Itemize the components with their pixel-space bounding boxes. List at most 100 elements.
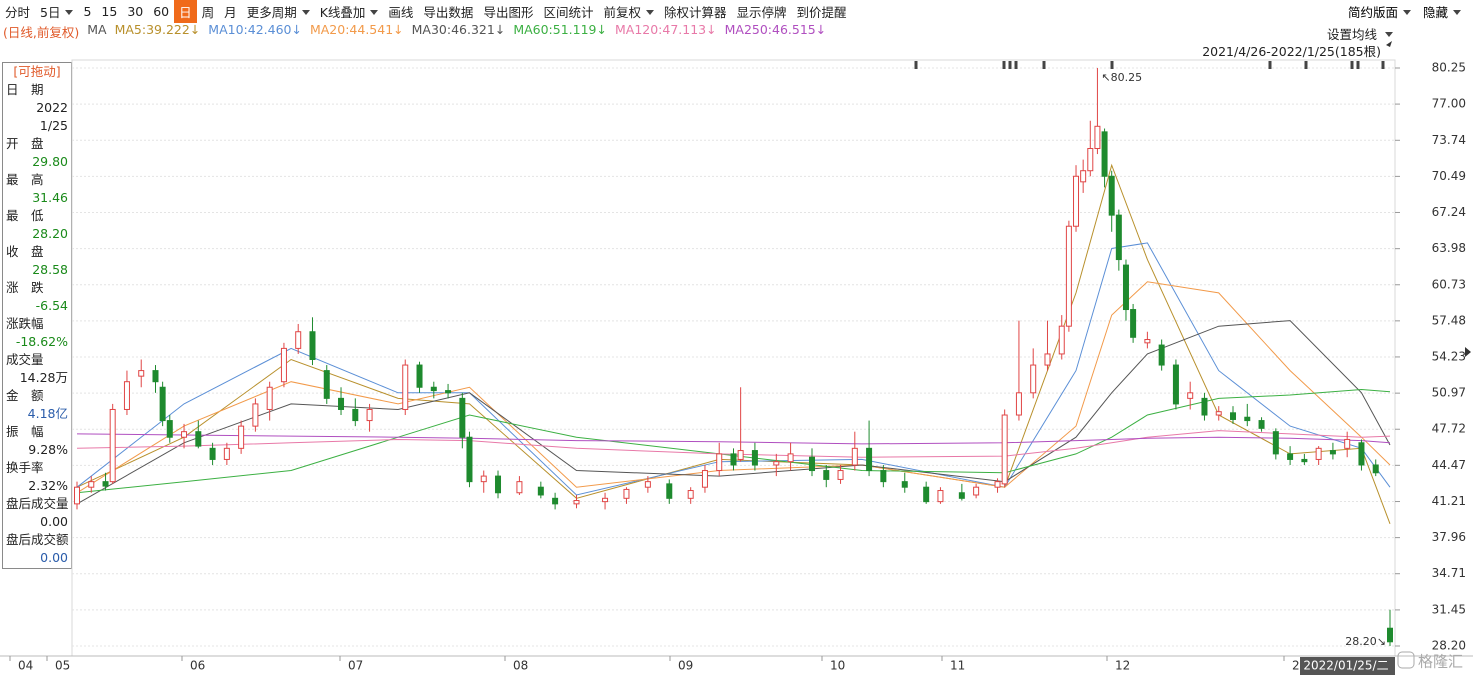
candle-body bbox=[573, 500, 580, 505]
candle-body bbox=[109, 408, 116, 483]
candle-body bbox=[159, 386, 166, 422]
x-tick-label: 05 bbox=[55, 659, 70, 673]
candle-body bbox=[1230, 412, 1237, 420]
panel-value: 14.28万 bbox=[19, 370, 68, 385]
pin-icon[interactable] bbox=[1386, 41, 1392, 47]
candle-body bbox=[295, 331, 302, 349]
toolbar-item[interactable]: 到价提醒 bbox=[796, 4, 847, 20]
y-tick-label: 44.47 bbox=[1432, 458, 1466, 472]
event-marker bbox=[1110, 61, 1114, 69]
candle-body bbox=[901, 481, 908, 488]
candle-body bbox=[1101, 131, 1108, 177]
candle-body bbox=[687, 490, 694, 499]
y-tick-label: 77.00 bbox=[1432, 97, 1466, 111]
candle-body bbox=[923, 486, 930, 503]
event-marker bbox=[1381, 61, 1385, 69]
toolbar-item[interactable]: 除权计算器 bbox=[663, 4, 727, 20]
candle-body bbox=[1344, 438, 1351, 449]
toolbar-item[interactable]: 显示停牌 bbox=[736, 4, 787, 20]
candle-body bbox=[252, 403, 259, 427]
candle-body bbox=[1087, 148, 1094, 172]
panel-label: 最 低 bbox=[6, 208, 44, 223]
candle-body bbox=[1058, 325, 1065, 355]
toolbar-item[interactable]: 导出数据 bbox=[423, 4, 474, 20]
candle-body bbox=[1122, 264, 1129, 311]
candle-body bbox=[352, 408, 359, 422]
toolbar-item[interactable]: 简约版面 bbox=[1342, 0, 1417, 23]
toolbar-item[interactable]: K线叠加 bbox=[315, 0, 384, 23]
toolbar-item[interactable]: 60 bbox=[153, 3, 170, 19]
expand-arrow[interactable] bbox=[1465, 347, 1471, 357]
panel-value: 0.00 bbox=[40, 550, 68, 565]
event-marker bbox=[1350, 61, 1354, 69]
candle-body bbox=[195, 431, 202, 447]
candle-body bbox=[74, 486, 80, 505]
candle-body bbox=[495, 475, 502, 494]
candle-body bbox=[958, 492, 965, 499]
candle-body bbox=[1187, 392, 1194, 399]
candle-body bbox=[1030, 364, 1037, 394]
toolbar-item[interactable]: 更多周期 bbox=[242, 0, 315, 23]
annotation: ↖80.25 bbox=[1101, 71, 1142, 84]
candle-body bbox=[88, 481, 95, 488]
candle-body bbox=[480, 475, 487, 483]
toolbar-item[interactable]: 月 bbox=[224, 4, 237, 20]
toolbar-item[interactable]: 前复权 bbox=[598, 0, 659, 23]
candle-body bbox=[701, 470, 708, 488]
y-tick-label: 31.45 bbox=[1432, 602, 1466, 616]
candle-body bbox=[937, 490, 944, 503]
toolbar-item[interactable]: 隐藏 bbox=[1417, 0, 1467, 23]
candle-body bbox=[516, 481, 523, 494]
candle-body bbox=[459, 397, 466, 438]
candle-body bbox=[1144, 339, 1151, 344]
toolbar-item[interactable]: 15 bbox=[101, 3, 118, 19]
candle-body bbox=[1172, 364, 1179, 405]
panel-label: 最 高 bbox=[6, 172, 44, 187]
settings-button[interactable]: 设置均线 bbox=[1327, 24, 1393, 43]
candle-body bbox=[1272, 431, 1279, 455]
date-badge bbox=[1300, 657, 1395, 675]
candle-body bbox=[1215, 411, 1222, 416]
legend-entry: MA5:39.222↓ bbox=[114, 22, 201, 37]
event-marker bbox=[1042, 61, 1046, 69]
toolbar-item[interactable]: 5日 bbox=[35, 0, 78, 23]
candle-body bbox=[851, 447, 858, 466]
toolbar-item[interactable]: 日 bbox=[174, 0, 197, 23]
candle-body bbox=[266, 386, 273, 410]
toolbar-item[interactable]: 30 bbox=[127, 3, 144, 19]
toolbar-item[interactable]: 5 bbox=[83, 3, 92, 19]
toolbar-item[interactable]: 导出图形 bbox=[483, 4, 534, 20]
legend-entry: MA250:46.515↓ bbox=[724, 22, 827, 37]
annotation: 28.20↘ bbox=[1345, 635, 1386, 648]
x-tick-label: 12 bbox=[1115, 659, 1130, 673]
panel-title: [可拖动] bbox=[13, 64, 61, 79]
toolbar-item[interactable]: 周 bbox=[201, 4, 215, 20]
candle-body bbox=[102, 481, 109, 487]
candle-body bbox=[1301, 458, 1308, 463]
panel-value: 9.28% bbox=[28, 442, 68, 457]
candle-body bbox=[552, 497, 559, 505]
candle-body bbox=[430, 386, 437, 392]
y-tick-label: 41.21 bbox=[1432, 494, 1466, 508]
panel-value: -6.54 bbox=[35, 298, 68, 313]
event-marker bbox=[914, 61, 918, 69]
candle-body bbox=[773, 461, 780, 466]
panel-label: 盘后成交额 bbox=[6, 532, 69, 547]
ma-line bbox=[76, 388, 1391, 494]
candle-body bbox=[1258, 420, 1265, 429]
candle-body bbox=[973, 486, 980, 496]
candle-body bbox=[537, 486, 544, 496]
candle-body bbox=[1094, 125, 1101, 150]
toolbar-item[interactable]: 分时 bbox=[5, 4, 31, 20]
candle-body bbox=[751, 450, 758, 466]
toolbar-item[interactable]: 画线 bbox=[388, 4, 414, 20]
event-marker bbox=[1356, 61, 1360, 69]
panel-label: 振 幅 bbox=[6, 424, 44, 439]
candle-body bbox=[1244, 416, 1251, 422]
y-tick-label: 50.97 bbox=[1432, 386, 1466, 400]
toolbar-item[interactable]: 区间统计 bbox=[543, 4, 594, 20]
plot-frame bbox=[71, 59, 1396, 657]
candle-body bbox=[666, 483, 673, 499]
toolbar: 分时 5日 5 15 30 60 日周月更多周期 K线叠加 画线 导出数据 导出图形 区间统计 前复权除… bbox=[0, 0, 1473, 23]
